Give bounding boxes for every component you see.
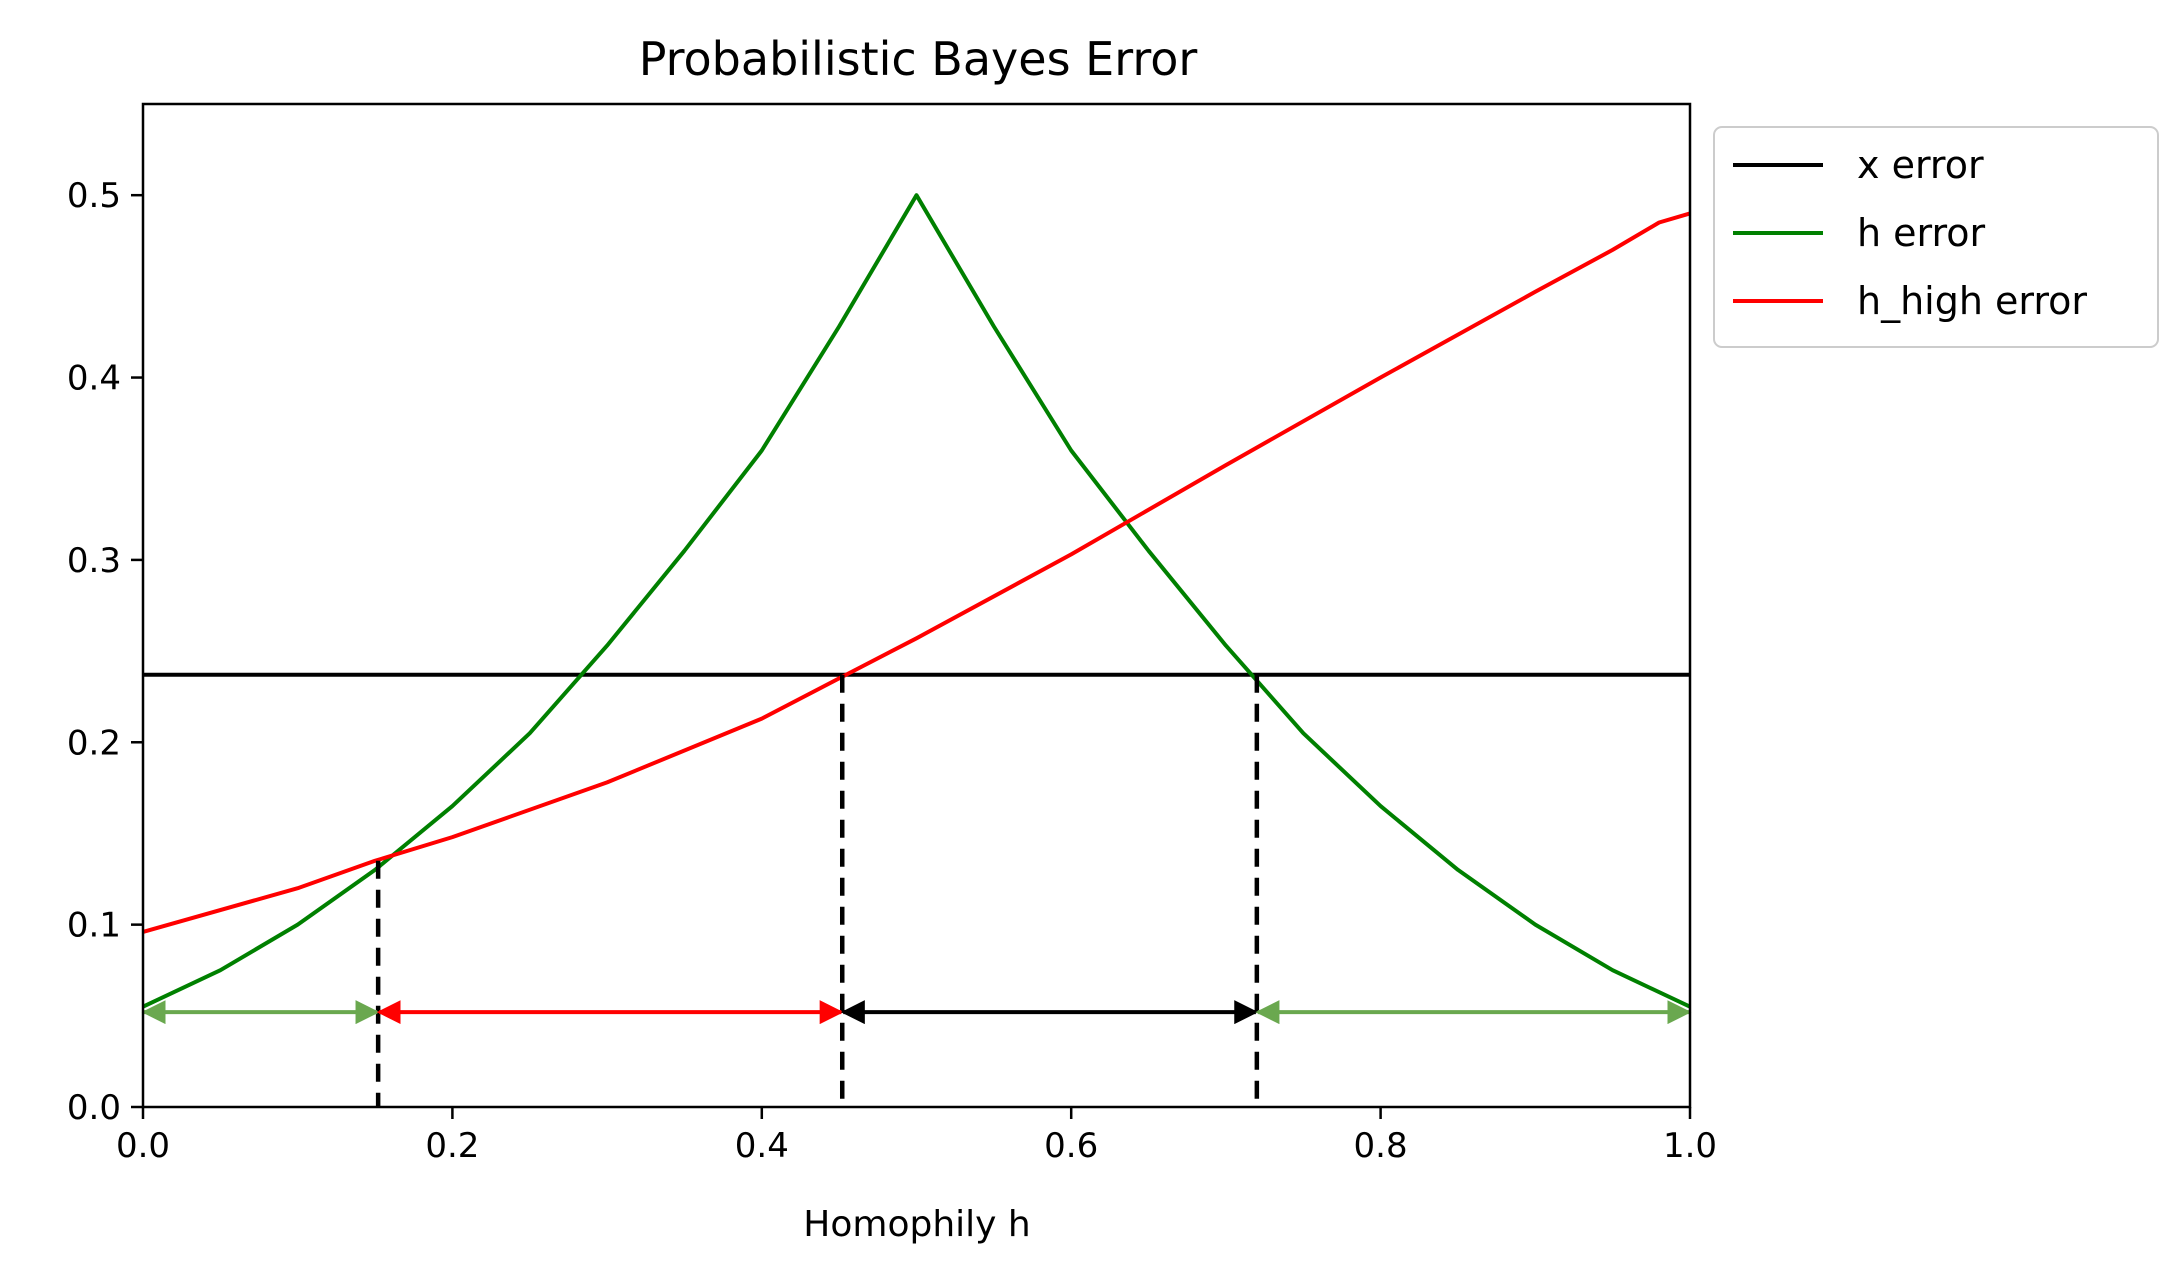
x-tick-label: 0.4 <box>735 1126 789 1166</box>
y-tick-label: 0.0 <box>67 1088 121 1128</box>
chart-title: Probabilistic Bayes Error <box>639 32 1198 86</box>
y-tick-label: 0.1 <box>67 906 121 946</box>
x-axis-label: Homophily h <box>803 1204 1030 1245</box>
axis-ticks: 0.0 0.2 0.4 0.6 0.8 1.0 0.0 0.1 0.2 0.3 0.4 0.5 <box>67 176 1717 1166</box>
y-tick-label: 0.5 <box>67 176 121 216</box>
y-tick-label: 0.4 <box>67 359 121 399</box>
legend-box <box>1713 126 2159 348</box>
series-line-h-high-error <box>142 211 1691 934</box>
plot-area <box>141 193 1692 1107</box>
x-tick-label: 0.6 <box>1044 1126 1098 1166</box>
x-tick-label: 0.8 <box>1354 1126 1408 1166</box>
x-tick-label: 0.0 <box>116 1126 170 1166</box>
legend-label: x error <box>1857 143 1984 187</box>
legend-label: h_high error <box>1857 279 2087 323</box>
y-tick-label: 0.3 <box>67 541 121 581</box>
legend-label: h error <box>1857 211 1986 255</box>
x-tick-label: 0.2 <box>425 1126 479 1166</box>
series-line-h-error <box>142 193 1691 1009</box>
legend: x error h error h_high error <box>1713 126 2159 348</box>
plot-frame <box>141 102 1692 1109</box>
x-tick-label: 1.0 <box>1663 1126 1717 1166</box>
y-tick-label: 0.2 <box>67 723 121 763</box>
